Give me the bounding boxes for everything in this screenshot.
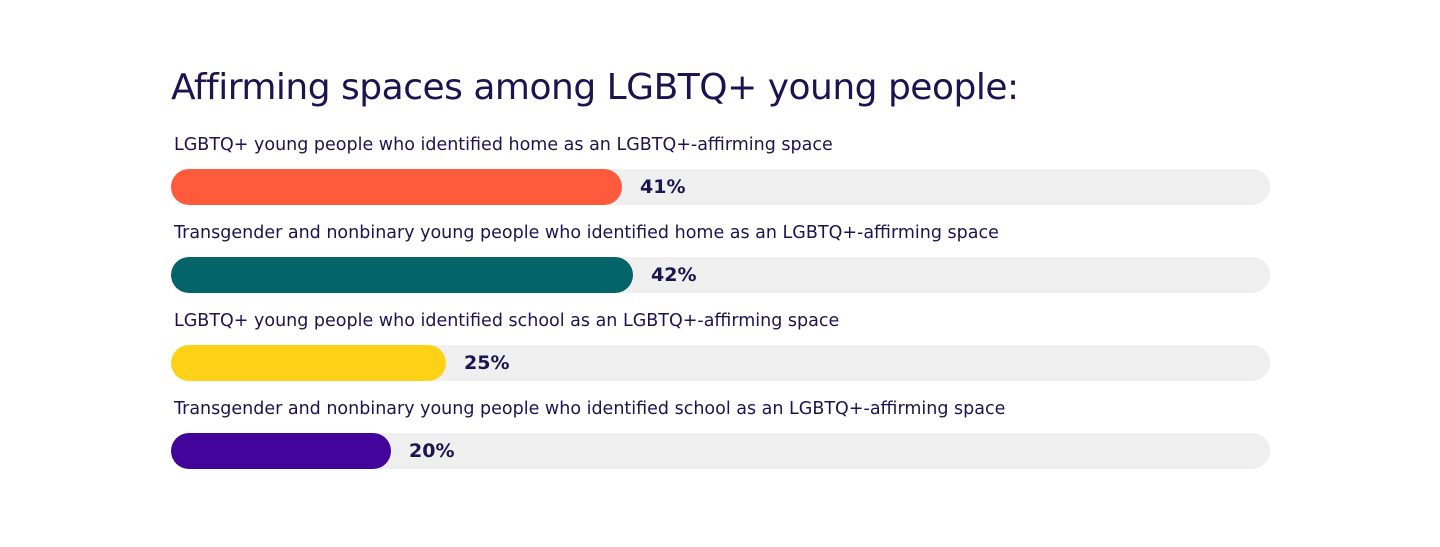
bar-track <box>171 345 1270 381</box>
bar-row: LGBTQ+ young people who identified schoo… <box>171 310 1270 398</box>
bar-track <box>171 257 1270 293</box>
bar-category-label: Transgender and nonbinary young people w… <box>174 399 1006 419</box>
bar-row: Transgender and nonbinary young people w… <box>171 222 1270 310</box>
bar-row: LGBTQ+ young people who identified home … <box>171 134 1270 222</box>
bar-value-label: 20% <box>409 440 455 462</box>
bar-category-label: LGBTQ+ young people who identified schoo… <box>174 311 840 331</box>
bar-fill <box>171 345 446 381</box>
bar-track <box>171 433 1270 469</box>
bar-fill <box>171 169 622 205</box>
chart-title: Affirming spaces among LGBTQ+ young peop… <box>171 67 1019 108</box>
bar-fill <box>171 433 391 469</box>
bar-row: Transgender and nonbinary young people w… <box>171 398 1270 486</box>
bar-value-label: 25% <box>464 352 510 374</box>
bar-track <box>171 169 1270 205</box>
bar-chart: Affirming spaces among LGBTQ+ young peop… <box>171 62 1270 486</box>
bar-category-label: LGBTQ+ young people who identified home … <box>174 135 833 155</box>
bar-rows: LGBTQ+ young people who identified home … <box>171 134 1270 486</box>
bar-category-label: Transgender and nonbinary young people w… <box>174 223 999 243</box>
bar-value-label: 42% <box>651 264 697 286</box>
bar-fill <box>171 257 633 293</box>
bar-value-label: 41% <box>640 176 686 198</box>
